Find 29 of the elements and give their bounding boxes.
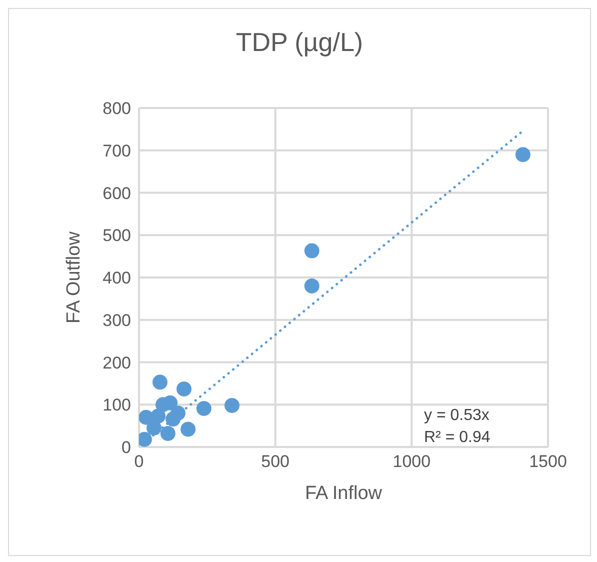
point <box>160 426 176 441</box>
x-axis-title: FA Inflow <box>304 483 382 504</box>
point <box>196 400 212 416</box>
y-tick-label: 500 <box>102 226 131 246</box>
point <box>304 278 320 294</box>
point <box>304 243 320 258</box>
y-tick-label: 300 <box>102 310 131 330</box>
x-tick-label: 0 <box>134 452 144 472</box>
point <box>180 422 196 437</box>
point <box>150 408 166 424</box>
x-tick-label: 500 <box>261 452 290 472</box>
y-tick-label: 100 <box>102 396 131 415</box>
chart-title: TDP (µg/L) <box>234 27 364 58</box>
point <box>166 412 181 427</box>
point <box>152 374 168 390</box>
y-tick-label: 200 <box>102 353 131 372</box>
x-tick-label: 1000 <box>392 452 431 472</box>
x-tick-label: 1500 <box>529 452 567 472</box>
y-tick-label: 0 <box>122 438 131 458</box>
y-tick-label: 600 <box>102 184 131 203</box>
y-axis-title: FA Outflow <box>64 231 85 324</box>
fit-equation: y = 0.53x R² = 0.94 <box>424 406 490 448</box>
y-tick-label: 700 <box>102 141 131 160</box>
point <box>224 398 240 413</box>
point <box>515 147 530 162</box>
point <box>146 420 162 436</box>
point <box>176 381 192 396</box>
y-tick-label: 400 <box>102 268 131 288</box>
y-tick-label: 800 <box>102 99 131 118</box>
